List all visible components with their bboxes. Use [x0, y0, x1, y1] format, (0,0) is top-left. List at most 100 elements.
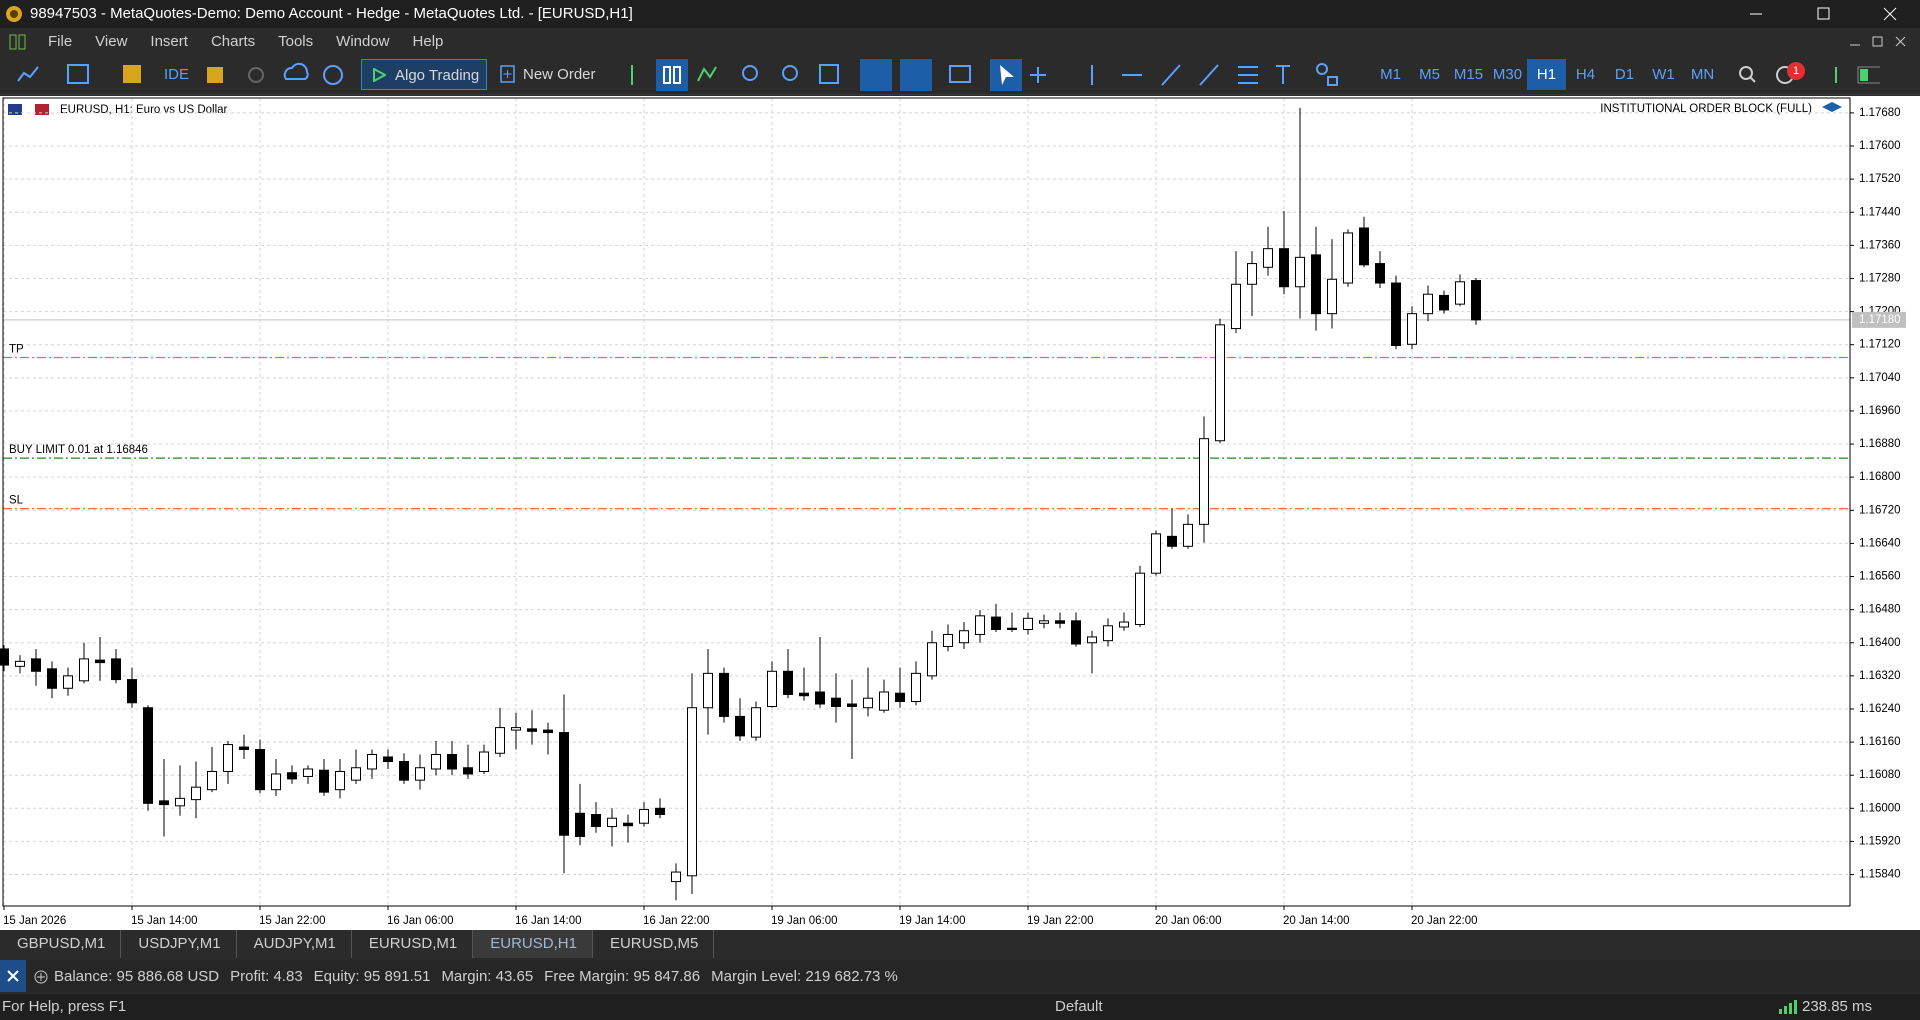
y-tick-label: 1.16960 [1859, 405, 1901, 417]
candle-body [479, 751, 489, 772]
candle-body [719, 672, 729, 717]
candle-body [1199, 438, 1209, 525]
ide-button[interactable]: IDE [164, 66, 190, 83]
candle-body [1455, 281, 1465, 305]
menu-item[interactable]: View [95, 33, 128, 50]
candle-body [159, 800, 169, 806]
candle-body [1407, 313, 1417, 345]
timeframe-button[interactable]: H1 [1527, 59, 1566, 90]
candle-body [175, 797, 185, 807]
algo-trading-label: Algo Trading [395, 67, 480, 84]
candle-body [1103, 625, 1113, 642]
candle-body [255, 749, 265, 791]
y-tick-label: 1.16560 [1859, 571, 1901, 583]
y-tick-label: 1.16720 [1859, 504, 1901, 516]
candle-body [1279, 248, 1289, 288]
timeframe-button[interactable]: D1 [1614, 66, 1635, 83]
menu-item[interactable]: Charts [210, 33, 256, 50]
candle-body [1055, 620, 1065, 624]
account-summary: Balance: 95 886.68 USD Profit: 4.83 Equity… [54, 968, 898, 985]
timeframe-button[interactable]: M1 [1380, 66, 1401, 83]
candle-body [783, 670, 793, 695]
menu-item[interactable]: Insert [150, 33, 188, 50]
y-tick-label: 1.17680 [1859, 107, 1901, 119]
candle-body [495, 727, 505, 754]
candle-body [1151, 533, 1161, 574]
menu-item[interactable]: Window [336, 33, 390, 50]
chart-symbol: EURUSD, H1: [60, 104, 133, 116]
close-panel[interactable] [0, 960, 26, 992]
timeframe-button[interactable]: W1 [1652, 66, 1675, 83]
toolbar-tools [631, 59, 1338, 91]
candle-body [143, 707, 153, 804]
plot-frame [2, 97, 1851, 907]
x-tick-label: 20 Jan 06:00 [1155, 915, 1222, 927]
candle-body [911, 672, 921, 703]
timeframe-button[interactable]: H4 [1575, 66, 1596, 83]
chart-tab[interactable]: EURUSD,H1 [473, 930, 593, 958]
menu-item[interactable]: File [48, 33, 73, 50]
x-tick-label: 15 Jan 14:00 [131, 915, 198, 927]
candle-body [1215, 324, 1225, 442]
chart-tab[interactable]: EURUSD,M1 [352, 930, 474, 958]
x-tick-label: 20 Jan 22:00 [1411, 915, 1478, 927]
window-controls[interactable] [1720, 0, 1920, 28]
candle-body [127, 679, 137, 704]
candle-body [607, 817, 617, 828]
indicator-icon [1822, 102, 1842, 112]
x-tick-label: 15 Jan 2026 [3, 915, 66, 927]
candle-body [575, 812, 585, 837]
candle-body [591, 814, 601, 828]
menu: File View Insert Charts Tools Window Help [40, 33, 458, 50]
candle-body [1311, 254, 1321, 315]
candle-body [671, 871, 681, 883]
candle-body [1007, 627, 1017, 630]
order-level-label: TP [9, 344, 24, 356]
account-field: Profit: 4.83 [230, 968, 303, 985]
candle-body [1247, 263, 1257, 285]
toolbar-icons [17, 62, 343, 85]
chart-tab[interactable]: EURUSD,M5 [593, 930, 715, 958]
candle-body [1391, 282, 1401, 347]
menu-item[interactable]: Help [412, 33, 444, 50]
menu-item[interactable]: Tools [278, 33, 314, 50]
candle-body [1359, 227, 1369, 266]
chart-tab[interactable]: AUDJPY,M1 [237, 930, 352, 958]
order-level-label: BUY LIMIT 0.01 at 1.16846 [9, 444, 148, 456]
x-tick-label: 16 Jan 06:00 [387, 915, 454, 927]
current-price-label: 1.17180 [1859, 314, 1901, 326]
y-tick-label: 1.16080 [1859, 769, 1901, 781]
candle-body [1295, 256, 1305, 288]
timeframe-button[interactable]: M15 [1453, 66, 1484, 83]
timeframe-button[interactable]: M5 [1419, 66, 1440, 83]
chart-tab[interactable]: GBPUSD,M1 [0, 930, 122, 958]
timeframe-button[interactable]: M30 [1492, 66, 1523, 83]
candle-body [1439, 294, 1449, 311]
candle-body [543, 729, 553, 734]
chart-window-controls[interactable] [1840, 28, 1920, 55]
candle-body [351, 767, 361, 781]
candle-body [767, 670, 777, 707]
candle-body [63, 675, 73, 689]
current-price-box [1852, 311, 1906, 328]
x-tick-label: 16 Jan 14:00 [515, 915, 582, 927]
account-field: Balance: 95 886.68 USD [54, 968, 220, 985]
x-tick-label: 20 Jan 14:00 [1283, 915, 1350, 927]
candle-body [527, 728, 537, 732]
alert-badge[interactable]: 1 [1787, 62, 1805, 80]
timeframes: M1 M5 M15 M30 H1 H4 D1 W1 MN [1371, 59, 1722, 90]
new-order-button[interactable]: New Order [496, 59, 602, 90]
account-field: Equity: 95 891.51 [313, 968, 431, 985]
timeframe-button[interactable]: MN [1690, 66, 1715, 83]
candle-body [463, 767, 473, 775]
candle-body [1087, 636, 1097, 644]
chart-tab[interactable]: USDJPY,M1 [121, 930, 237, 958]
flag-icon [35, 104, 49, 115]
candle-body [1423, 293, 1433, 315]
algo-trading-button[interactable]: Algo Trading [361, 59, 487, 90]
account-field: Margin Level: 219 682.73 % [711, 968, 898, 985]
x-tick-label: 15 Jan 22:00 [259, 915, 326, 927]
candle-body [191, 786, 201, 801]
title-bar: 98947503 - MetaQuotes-Demo: Demo Account… [0, 0, 1920, 28]
